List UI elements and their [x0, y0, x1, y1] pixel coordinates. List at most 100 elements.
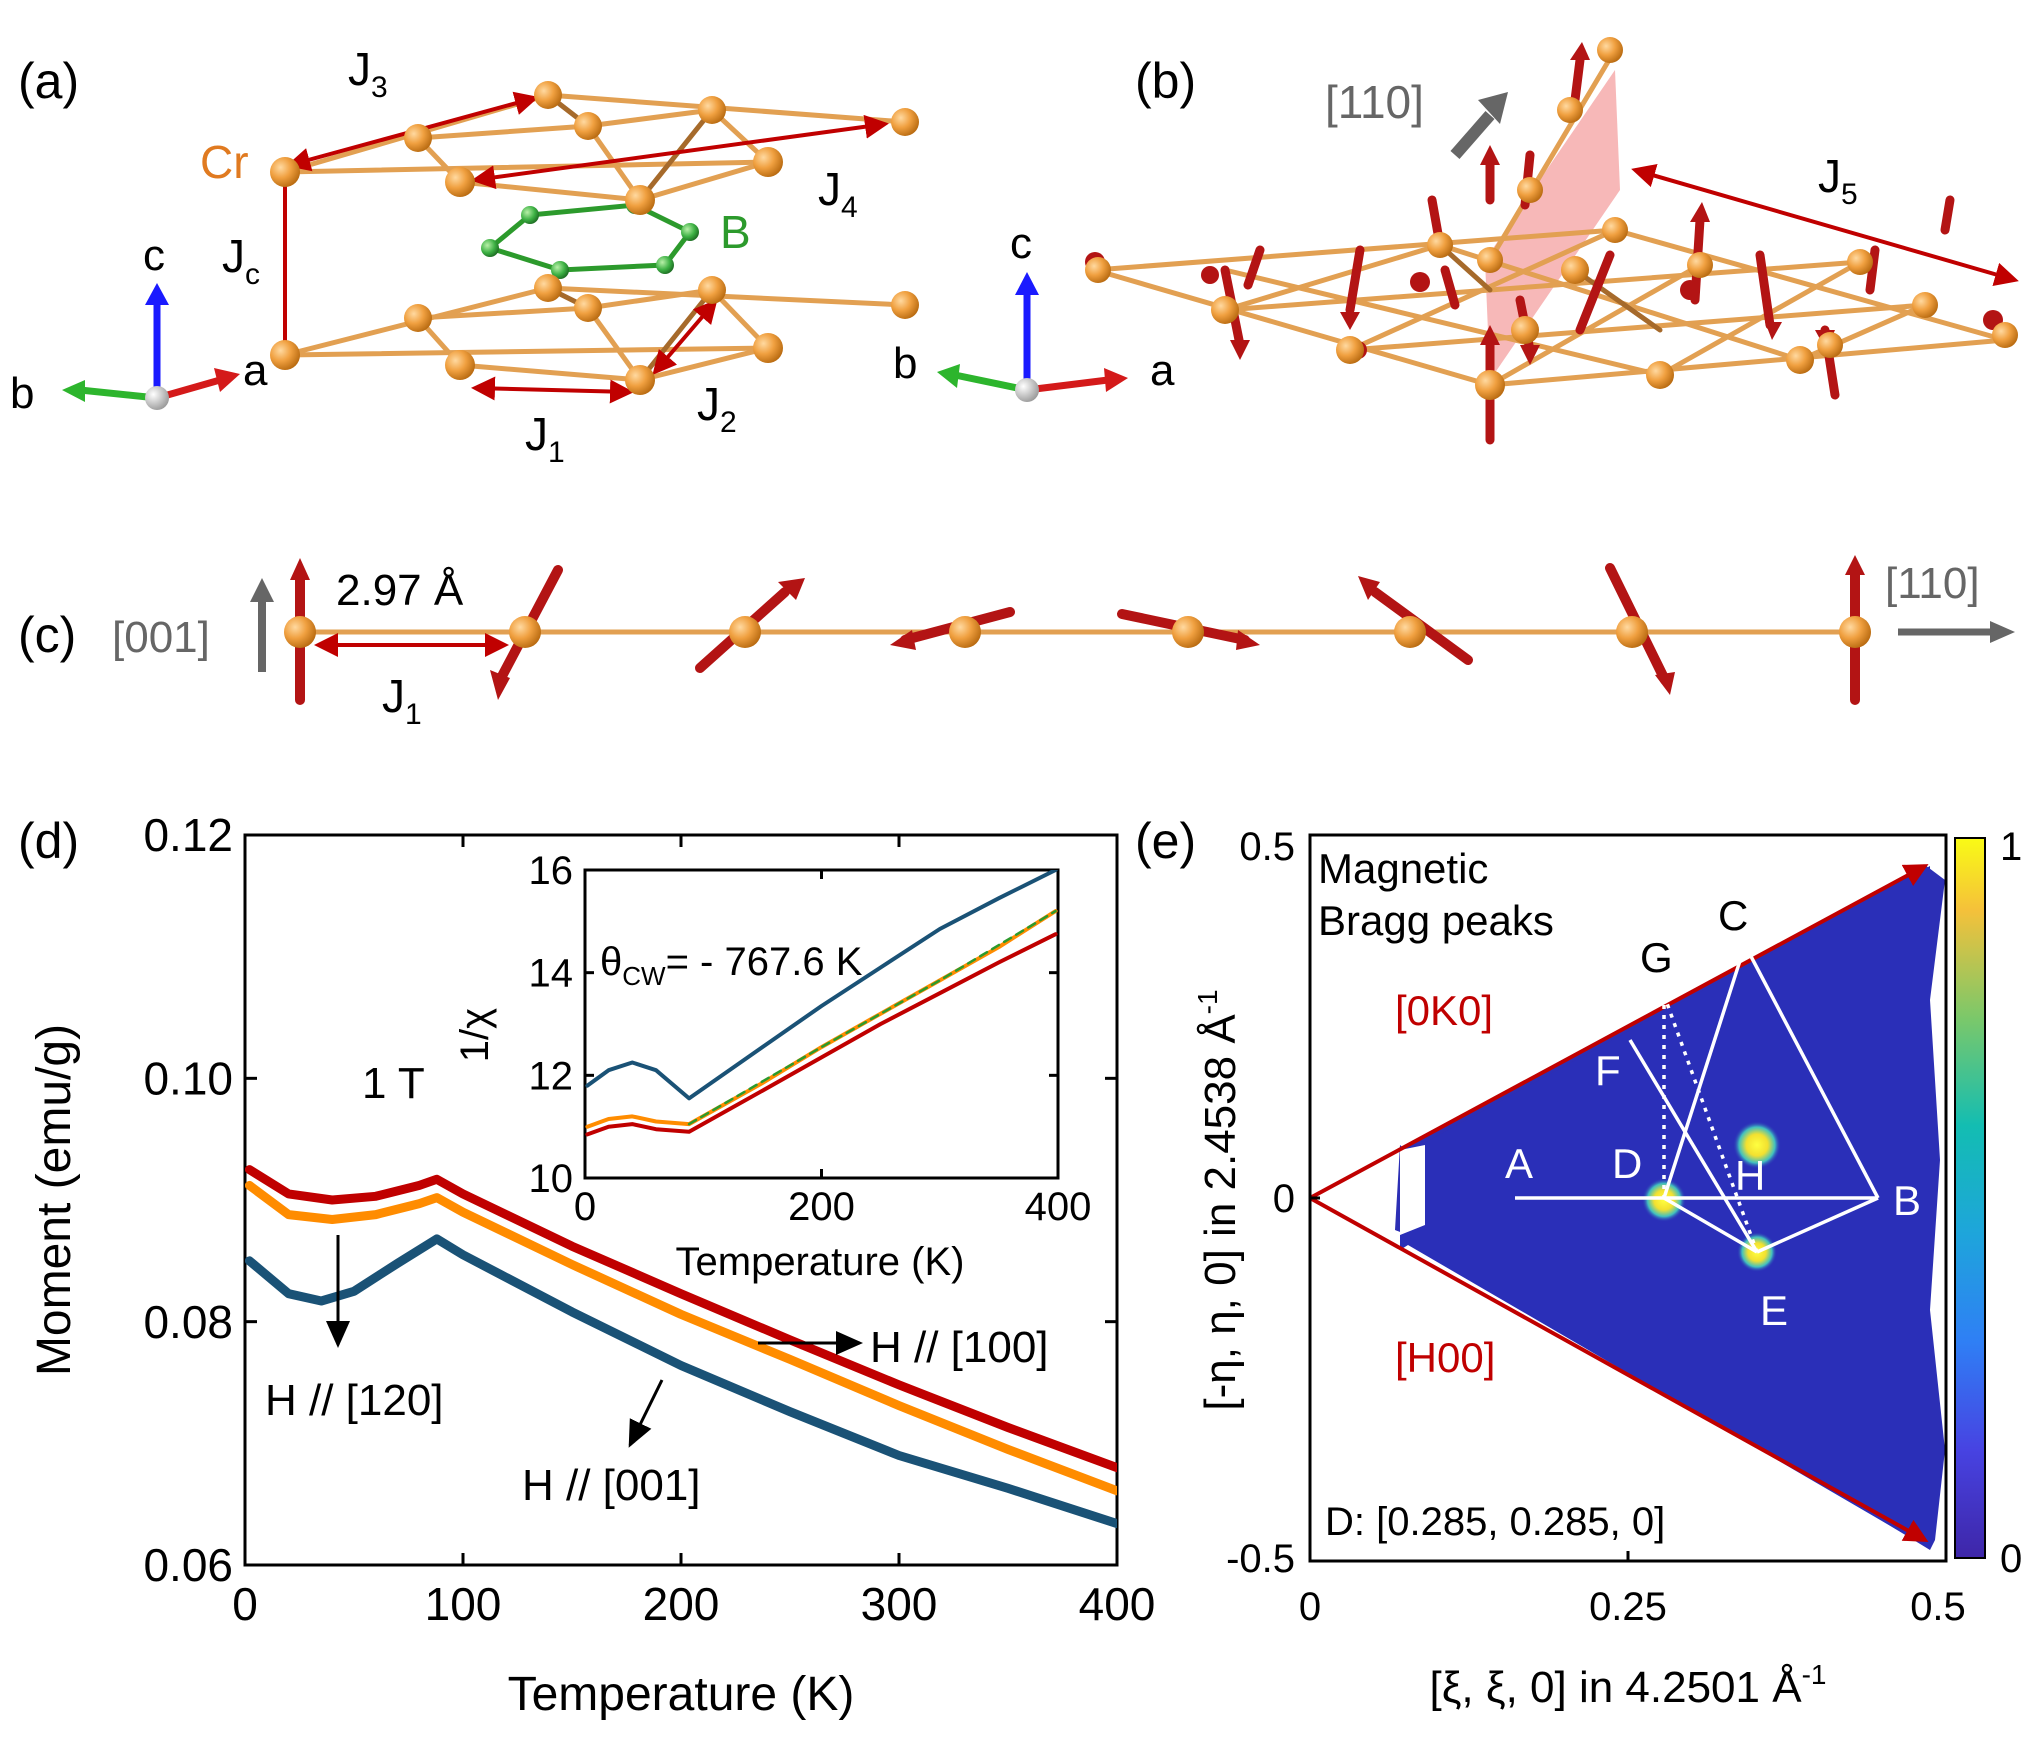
main-plot-series: [245, 1165, 1117, 1529]
cr-atoms-b: [1085, 37, 2018, 400]
inset-series-3: [687, 909, 1057, 1126]
axis-a-label-a: a: [243, 346, 268, 395]
point-c: C: [1718, 892, 1748, 939]
e-xtick-0: 0: [1299, 1585, 1321, 1629]
distance-label: 2.97 Å: [336, 566, 464, 615]
axis-b-label-a: b: [10, 369, 34, 418]
dir-110-arrow-b: [1450, 92, 1508, 159]
axis-b-label-b: b: [893, 339, 917, 388]
inset-series-2: [585, 932, 1058, 1137]
axis-a-label-b: a: [1150, 346, 1175, 395]
colorbar: [1954, 837, 1986, 1559]
peak-h: [1733, 1121, 1781, 1169]
point-h: H: [1735, 1152, 1765, 1199]
point-b: B: [1893, 1177, 1921, 1224]
main-xtick-label-2: 200: [643, 1578, 720, 1630]
axis-c-label-a: c: [143, 231, 165, 280]
inset-series: [585, 870, 1058, 1137]
inset-ytick-label-0: 10: [529, 1157, 574, 1201]
point-g: G: [1640, 934, 1673, 981]
e-footnote: D: [0.285, 0.285, 0]: [1325, 1500, 1665, 1544]
inset-xtick-label-0: 0: [574, 1185, 596, 1229]
label-0k0: [0K0]: [1395, 987, 1493, 1034]
inset-ticks: 0 200 400 10 12 14 16: [529, 849, 1092, 1229]
main-xtick-label-1: 100: [425, 1578, 502, 1630]
panel-b: (b) [110]: [893, 37, 2019, 445]
j5-arrow: [1631, 164, 2019, 286]
cr-label: Cr: [200, 136, 249, 188]
point-f: F: [1595, 1047, 1621, 1094]
main-xtick-label-4: 400: [1079, 1578, 1156, 1630]
zone-boundary: [1309, 864, 1929, 1542]
main-xtick-label-3: 300: [861, 1578, 938, 1630]
j1-label-c: J1: [382, 670, 422, 731]
dir-001-arrow: [250, 578, 274, 672]
inset-ytick-label-3: 16: [529, 849, 574, 893]
panel-d-label: (d): [18, 813, 79, 869]
main-xtick-label-0: 0: [232, 1578, 258, 1630]
jc-label: Jc: [222, 230, 260, 291]
point-a: A: [1505, 1140, 1533, 1187]
inset-ytick-label-1: 12: [529, 1054, 574, 1098]
inset-xtick-label-2: 400: [1025, 1185, 1092, 1229]
e-title-line2: Bragg peaks: [1318, 897, 1554, 944]
e-ytick-top: 0.5: [1239, 825, 1295, 869]
main-ytick-label-1: 0.08: [143, 1296, 233, 1348]
annotation-h100: H // [100]: [870, 1323, 1049, 1372]
spin-heads-c: [290, 555, 1865, 700]
panel-b-label: (b): [1135, 53, 1196, 109]
panel-c-label: (c): [18, 607, 76, 663]
inset-frame: [583, 868, 1060, 1180]
annotation-arrows: [326, 1235, 863, 1448]
j5-label: J5: [1818, 150, 1858, 211]
e-xlabel: [ξ, ξ, 0] in 4.2501 Å-1: [1430, 1659, 1827, 1712]
theta-cw-label: θCW= - 767.6 K: [600, 940, 863, 991]
e-xtick-025: 0.25: [1589, 1585, 1667, 1629]
axis-c-label-b: c: [1010, 219, 1032, 268]
point-d: D: [1612, 1140, 1642, 1187]
label-h00: [H00]: [1395, 1334, 1495, 1381]
axes-triad-a: c b a: [10, 231, 268, 418]
j1-label-a: J1: [525, 408, 565, 469]
field-label: 1 T: [362, 1059, 425, 1108]
main-series-0: [245, 1165, 1117, 1473]
annotation-h120: H // [120]: [265, 1376, 444, 1425]
main-xlabel: Temperature (K): [508, 1668, 855, 1721]
main-series-2: [245, 1234, 1117, 1529]
heatmap: [1395, 865, 1945, 1550]
j4-label: J4: [818, 163, 858, 224]
dir-110-label-c: [110]: [1885, 559, 1980, 608]
cr-atoms-c: [284, 616, 1871, 648]
dir-001-label: [001]: [112, 613, 210, 662]
inset-series-0: [585, 870, 1058, 1101]
main-series-1: [245, 1180, 1117, 1496]
e-ylabel: [-η, η, 0] in 2.4538 Å-1: [1192, 989, 1245, 1410]
dir-110-label-b: [110]: [1325, 76, 1424, 128]
main-ytick-label-3: 0.12: [143, 809, 233, 861]
j3-label: J3: [348, 43, 388, 104]
e-xtick-05: 0.5: [1910, 1585, 1966, 1629]
inset-ylabel: 1/χ: [453, 1008, 497, 1062]
inset-ytick-label-2: 14: [529, 952, 574, 996]
boron-hexagon: [481, 196, 699, 279]
axes-triad-b: c b a: [893, 219, 1175, 402]
e-ticks: [1310, 1196, 1630, 1561]
annotation-h001: H // [001]: [522, 1461, 701, 1510]
e-ytick-mid: 0: [1273, 1177, 1295, 1221]
e-title-line1: Magnetic: [1318, 845, 1488, 892]
boron-label: B: [720, 206, 751, 258]
cr-atoms-a: [270, 81, 919, 395]
bz-path: [1515, 944, 1880, 1254]
j2-label: J2: [697, 378, 737, 439]
panel-e-label: (e): [1135, 813, 1196, 869]
inset-xtick-label-1: 200: [788, 1185, 855, 1229]
panel-a-label: (a): [18, 53, 79, 109]
panel-c: (c) [001] 2.97 Å J1: [18, 555, 2015, 731]
top-cr-layer: [282, 92, 908, 203]
dir-110-arrow-c: [1898, 621, 2015, 643]
main-ytick-label-2: 0.10: [143, 1052, 233, 1104]
main-ylabel: Moment (emu/g): [28, 1024, 81, 1376]
